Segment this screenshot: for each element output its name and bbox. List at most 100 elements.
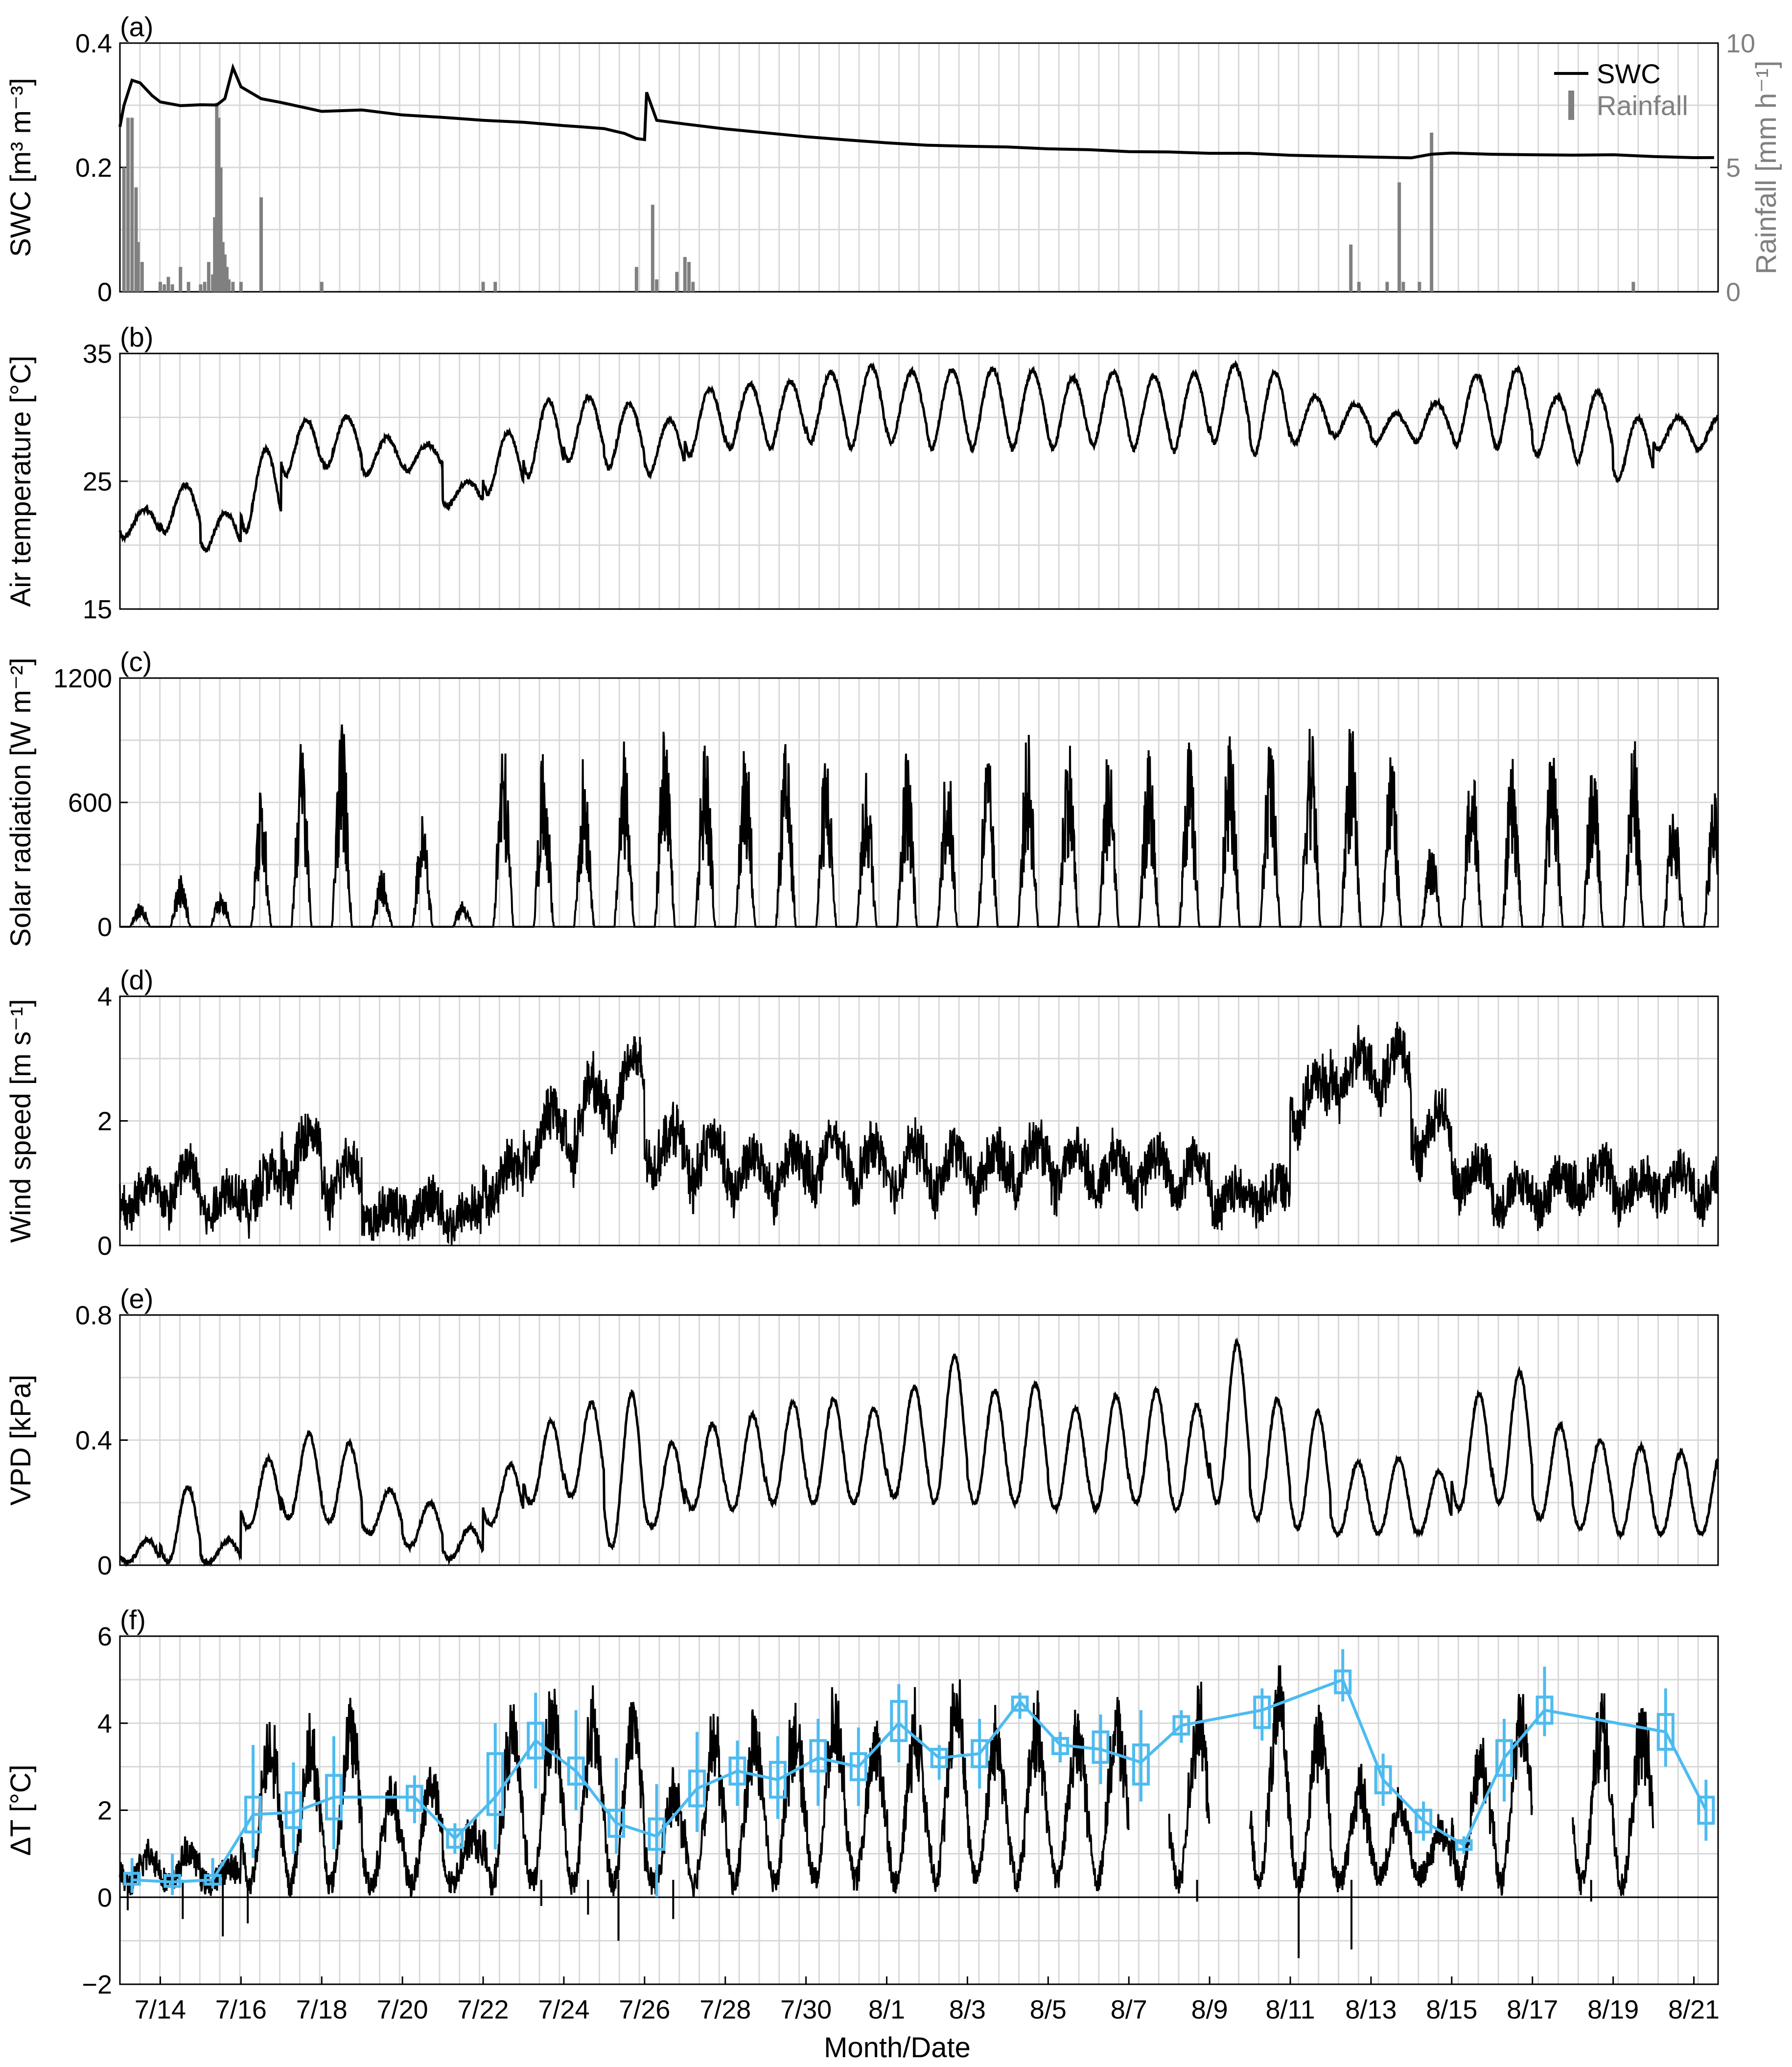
delta-t-box (446, 1823, 464, 1854)
x-tick-label: 8/7 (1111, 1995, 1147, 2024)
y-tick-label: −2 (82, 1970, 112, 1999)
delta-t-box (890, 1684, 908, 1762)
rainfall-bar (199, 284, 203, 292)
y-tick-label: 2 (97, 1796, 112, 1826)
swc-line (118, 63, 1714, 160)
box-body (1495, 1739, 1513, 1777)
x-tick-label: 7/14 (135, 1995, 186, 2024)
box-body (405, 1785, 423, 1812)
y-tick-label: 600 (68, 788, 112, 818)
x-tick-label: 8/11 (1265, 1995, 1315, 2024)
y-tick-label: 0 (97, 1231, 112, 1261)
x-tick-label: 7/26 (619, 1995, 670, 2024)
panels: (a) 0 0.2 0.4 SWC [m³ m⁻³] 0 5 10 Rainfall [mm h… (5, 11, 1782, 1999)
delta-t-box (648, 1784, 666, 1898)
delta-t-box (1536, 1667, 1554, 1737)
rainfall-bar (651, 205, 654, 292)
box-body (123, 1872, 141, 1886)
box-body (1334, 1669, 1352, 1694)
rainfall-bar (1418, 282, 1421, 292)
y2-axis-title: Rainfall [mm h⁻¹] (1750, 61, 1782, 275)
solar-radiation-line (120, 724, 1719, 928)
box-body (1415, 1809, 1433, 1833)
rainfall-bar (179, 267, 183, 292)
delta-t-box (1656, 1688, 1675, 1767)
panel-letter: (a) (120, 11, 153, 42)
panel-c: (c) 0 600 1200 Solar radiation [W m⁻²] (5, 646, 1719, 947)
x-tick-label: 8/21 (1668, 1995, 1720, 2024)
delta-t-box (123, 1858, 141, 1893)
panel-d: (d) 0 2 4 Wind speed [m s⁻¹] (5, 964, 1719, 1261)
air-temperature-line (118, 359, 1719, 553)
box-body (446, 1828, 464, 1849)
box-body (728, 1756, 746, 1786)
delta-t-box (1092, 1714, 1110, 1785)
rainfall-bar (231, 282, 235, 292)
box-body (567, 1756, 585, 1786)
rainfall-bar (259, 197, 263, 292)
box-body (1455, 1839, 1473, 1851)
y-tick-label: 0.2 (75, 153, 112, 183)
x-tick-label: 8/15 (1426, 1995, 1477, 2024)
box-body (768, 1761, 787, 1799)
rainfall-bar (683, 257, 687, 292)
y-tick-label: 0.4 (75, 1426, 112, 1456)
box-body (1253, 1695, 1271, 1729)
x-tick-label: 7/20 (377, 1995, 428, 2024)
delta-t-box (1415, 1801, 1433, 1841)
box-body (971, 1739, 989, 1768)
y2-tick-label: 5 (1726, 153, 1741, 183)
delta-t-box (567, 1710, 585, 1810)
panel-f: (f) −2 0 2 4 6 ΔT [°C] (5, 1604, 1719, 1999)
x-tick-label: 8/3 (949, 1995, 986, 2024)
panel-letter: (c) (120, 646, 152, 677)
rainfall-bar (215, 102, 219, 292)
rainfall-bar (186, 282, 190, 292)
x-tick-label: 7/18 (296, 1995, 348, 2024)
box-body (1656, 1713, 1675, 1751)
box-body (688, 1769, 706, 1808)
y2-tick-label: 10 (1726, 29, 1755, 58)
y-tick-label: 1200 (53, 664, 112, 693)
y-tick-label: 35 (83, 339, 112, 369)
panel-e: (e) 0 0.4 0.8 VPD [kPa] (5, 1283, 1719, 1580)
box-body (648, 1817, 666, 1851)
x-tick-label: 7/22 (457, 1995, 509, 2024)
box-body (486, 1752, 504, 1816)
rainfall-bar (126, 117, 130, 292)
rainfall-bar (122, 167, 126, 292)
y-tick-label: 0 (97, 1551, 112, 1580)
delta-t-box (1697, 1780, 1715, 1841)
rainfall-bar (219, 167, 223, 292)
delta-t-box (1172, 1710, 1190, 1743)
delta-t-box (405, 1775, 423, 1824)
rainfall-bar (158, 282, 162, 292)
delta-t-box (849, 1727, 867, 1806)
rainfall-bar (207, 262, 210, 292)
delta-t-box (1253, 1688, 1271, 1741)
rainfall-bar (140, 262, 144, 292)
delta-t-box (809, 1718, 827, 1806)
box-body (163, 1874, 182, 1888)
delta-t-box (688, 1732, 706, 1832)
delta-t-box (163, 1854, 182, 1895)
rainfall-bar (320, 282, 324, 292)
y-tick-label: 15 (83, 595, 112, 624)
box-body (1051, 1737, 1070, 1755)
box-body (325, 1774, 343, 1821)
panel-a: (a) 0 0.2 0.4 SWC [m³ m⁻³] 0 5 10 Rainfall [mm h… (5, 11, 1782, 307)
x-tick-label: 8/13 (1345, 1995, 1396, 2024)
y-tick-label: 0 (97, 278, 112, 307)
y-tick-label: 2 (97, 1107, 112, 1136)
panel-letter: (e) (120, 1283, 153, 1314)
y-tick-label: 0 (97, 1883, 112, 1912)
delta-t-box (971, 1718, 989, 1789)
y-tick-label: 4 (97, 1709, 112, 1738)
y-tick-label: 6 (97, 1622, 112, 1651)
rainfall-bar (166, 277, 170, 292)
rainfall-bar (675, 272, 679, 292)
y-axis-title: ΔT [°C] (5, 1764, 37, 1856)
box-body (1092, 1730, 1110, 1764)
